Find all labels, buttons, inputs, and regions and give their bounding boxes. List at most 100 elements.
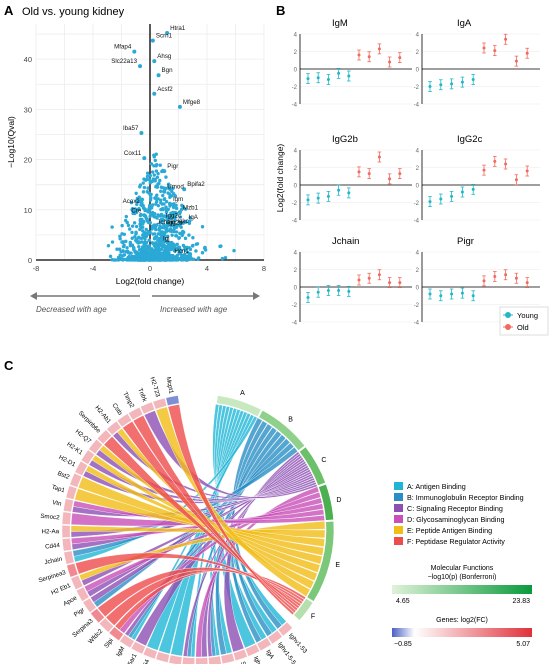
volcano-point: [120, 240, 124, 244]
volcano-point: [153, 236, 157, 240]
volcano-point: [150, 203, 155, 207]
volcano-labeled-point: [152, 224, 157, 229]
subplot-y-tick: -4: [292, 219, 298, 225]
subplot-y-tick: 4: [294, 33, 298, 39]
chord-ribbon: [78, 520, 326, 581]
volcano-point: [134, 191, 138, 195]
gene-arc: [63, 498, 74, 513]
volcano-point: [144, 248, 148, 253]
subplot-y-tick: 0: [294, 286, 298, 292]
panel-a-letter: A: [4, 3, 14, 18]
subplot-title: IgG2c: [457, 134, 483, 145]
subplot-point: [398, 281, 402, 285]
volcano-point: [123, 218, 128, 223]
volcano-point: [155, 258, 159, 262]
volcano-point: [154, 243, 158, 247]
volcano-point: [165, 221, 170, 225]
volcano-point-label: Igg2b: [167, 219, 183, 226]
volcano-point: [153, 232, 157, 236]
panel-b: B Log2(fold change)-4-2024IgM-4-2024IgA-…: [275, 3, 549, 336]
subplot-point: [514, 276, 518, 280]
volcano-point: [183, 236, 188, 241]
increased-label: Increased with age: [160, 305, 228, 314]
volcano-labeled-point: [183, 219, 188, 224]
subplot-point: [439, 294, 443, 298]
volcano-point: [188, 252, 193, 257]
gene-arc: [256, 637, 272, 652]
right-arrow-head: [253, 292, 260, 300]
subplot-point: [306, 77, 310, 81]
subplot-point: [316, 196, 320, 200]
volcano-point: [137, 244, 141, 249]
volcano-y-tick: 30: [24, 105, 32, 114]
subplot-point: [460, 291, 464, 295]
mf-colorbar-min: 4.65: [396, 598, 410, 605]
volcano-point-label: Umod: [167, 184, 184, 191]
function-arc: [293, 597, 314, 621]
volcano-point: [156, 171, 160, 176]
volcano-point: [147, 244, 152, 248]
volcano-point: [175, 242, 179, 247]
volcano-labeled-point: [177, 210, 182, 215]
subplot-jchain: -4 -2 0 2 4 Jchain: [292, 236, 412, 327]
volcano-point: [170, 189, 174, 194]
volcano-labeled-point: [162, 169, 167, 174]
subplot-y-tick: 2: [294, 268, 298, 274]
gene-label: H2 Eb1: [50, 582, 72, 597]
volcano-point: [132, 254, 137, 259]
volcano-point: [177, 236, 182, 240]
volcano-point: [154, 202, 158, 206]
volcano-point: [169, 215, 173, 219]
volcano-point: [183, 207, 188, 211]
volcano-point-label: Igj: [163, 235, 170, 242]
gene-arc: [208, 655, 222, 664]
small-multiples: Log2(fold change)-4-2024IgM-4-2024IgA-4-…: [275, 18, 540, 327]
gene-label: Timp2: [121, 391, 135, 410]
subplot-point: [357, 170, 361, 174]
volcano-point: [147, 238, 151, 243]
function-arc-label: F: [311, 614, 315, 621]
volcano-point: [133, 250, 137, 254]
volcano-point: [166, 191, 170, 195]
volcano-point-label: Mfge8: [183, 99, 201, 106]
mf-colorbar: Molecular Functions −log10(p) (Bonferron…: [392, 565, 532, 605]
subplot-point: [450, 194, 454, 198]
chord-ribbon: [70, 525, 326, 539]
subplot-point: [326, 194, 330, 198]
volcano-point: [169, 243, 173, 247]
volcano-y-tick: 0: [28, 256, 32, 265]
chord-ribbon: [170, 410, 245, 657]
subplot-title: Jchain: [332, 236, 359, 247]
subplot-y-tick: -2: [292, 201, 298, 207]
volcano-point: [130, 230, 134, 235]
volcano-point: [166, 256, 170, 260]
panel-b-letter: B: [276, 3, 285, 18]
volcano-point: [122, 243, 126, 247]
gene-arc: [142, 646, 158, 660]
volcano-point-label: Igm: [173, 196, 183, 203]
volcano-point: [180, 203, 184, 208]
volcano-point: [130, 207, 134, 212]
volcano-point: [159, 212, 164, 217]
volcano-point: [121, 253, 125, 258]
volcano-point: [167, 186, 171, 191]
subplot-point: [428, 292, 432, 296]
subplot-point: [493, 275, 497, 278]
volcano-point: [142, 177, 146, 181]
gene-label: H2-Ab1: [93, 404, 112, 425]
gene-label: Saa1: [239, 661, 250, 664]
subplot-y-tick: 0: [416, 184, 420, 190]
subplot-point: [367, 172, 371, 176]
volcano-point: [168, 228, 172, 232]
volcano-point: [115, 247, 119, 251]
volcano-point: [149, 205, 153, 210]
volcano-plot: -8 -4 0 4 8 0 10 20 30 40 Log2(fold change) −Log10(…: [6, 24, 266, 286]
subplot-y-tick: 4: [294, 149, 298, 155]
volcano-point: [170, 257, 175, 262]
function-arc-label: A: [240, 390, 245, 397]
legend-label: C: Signaling Receptor Binding: [407, 504, 503, 513]
gene-label: IgA: [264, 649, 275, 661]
volcano-point: [138, 222, 142, 226]
volcano-point: [125, 246, 129, 250]
chord-ribbon: [103, 436, 300, 609]
